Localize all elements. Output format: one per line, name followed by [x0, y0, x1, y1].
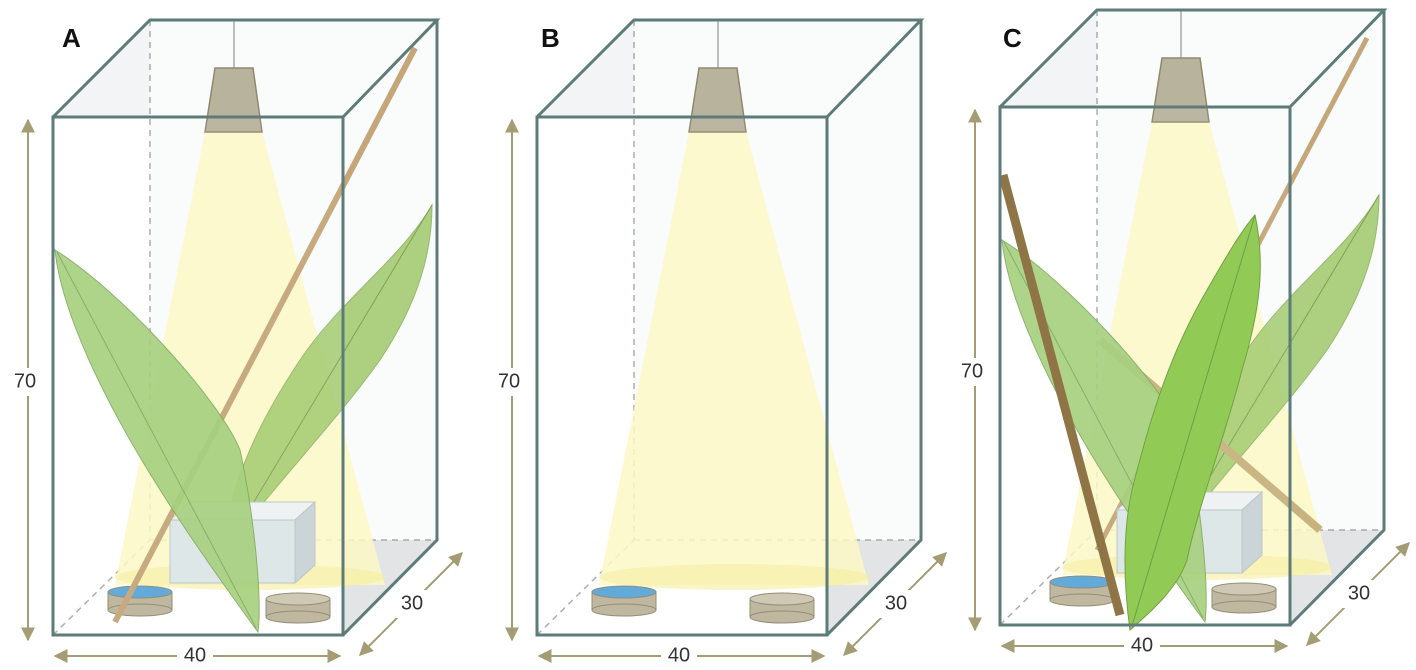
- shape: [661, 642, 697, 670]
- shape: [1211, 600, 1277, 614]
- panel: C 70 40 30: [955, 8, 1410, 660]
- shape: [51, 115, 345, 637]
- shape: [8, 368, 44, 396]
- depth-label: 30: [401, 592, 423, 614]
- shape: [112, 46, 418, 624]
- shape: [998, 105, 1292, 627]
- height-label: 70: [498, 370, 520, 392]
- shape: [998, 173, 1125, 617]
- panel: B 70 40 30: [492, 18, 947, 670]
- shape: [535, 18, 925, 119]
- shape: [265, 610, 331, 624]
- terrarium: [955, 8, 1410, 660]
- shape: [56, 251, 257, 629]
- shape: [492, 368, 528, 396]
- shape: [107, 585, 173, 599]
- depth-label: 30: [1348, 582, 1370, 604]
- shape: [535, 115, 829, 637]
- terrarium: [8, 18, 463, 670]
- height-label: 70: [14, 370, 36, 392]
- panel-label: A: [62, 23, 81, 53]
- shape: [221, 204, 433, 556]
- terrarium: [492, 18, 947, 670]
- shape: [878, 590, 914, 618]
- shape: [265, 592, 331, 606]
- shape: [599, 564, 869, 590]
- width-label: 40: [1131, 634, 1153, 656]
- shape: [599, 132, 869, 585]
- shape: [1341, 580, 1377, 608]
- shape: [749, 592, 815, 606]
- shape: [1131, 214, 1256, 627]
- width-label: 40: [668, 644, 690, 666]
- width-label: 40: [184, 644, 206, 666]
- shape: [591, 603, 657, 617]
- height-label: 70: [961, 360, 983, 382]
- panel: A 70 40 30: [8, 18, 463, 670]
- shape: [998, 8, 1388, 109]
- depth-label: 30: [885, 592, 907, 614]
- shape: [177, 642, 213, 670]
- shape: [749, 610, 815, 624]
- shape: [591, 585, 657, 599]
- shape: [955, 358, 991, 386]
- panel-label: B: [541, 23, 560, 53]
- panel-label: C: [1003, 23, 1022, 53]
- shape: [1211, 582, 1277, 596]
- shape: [1124, 632, 1160, 660]
- shape: [51, 18, 441, 119]
- shape: [394, 590, 430, 618]
